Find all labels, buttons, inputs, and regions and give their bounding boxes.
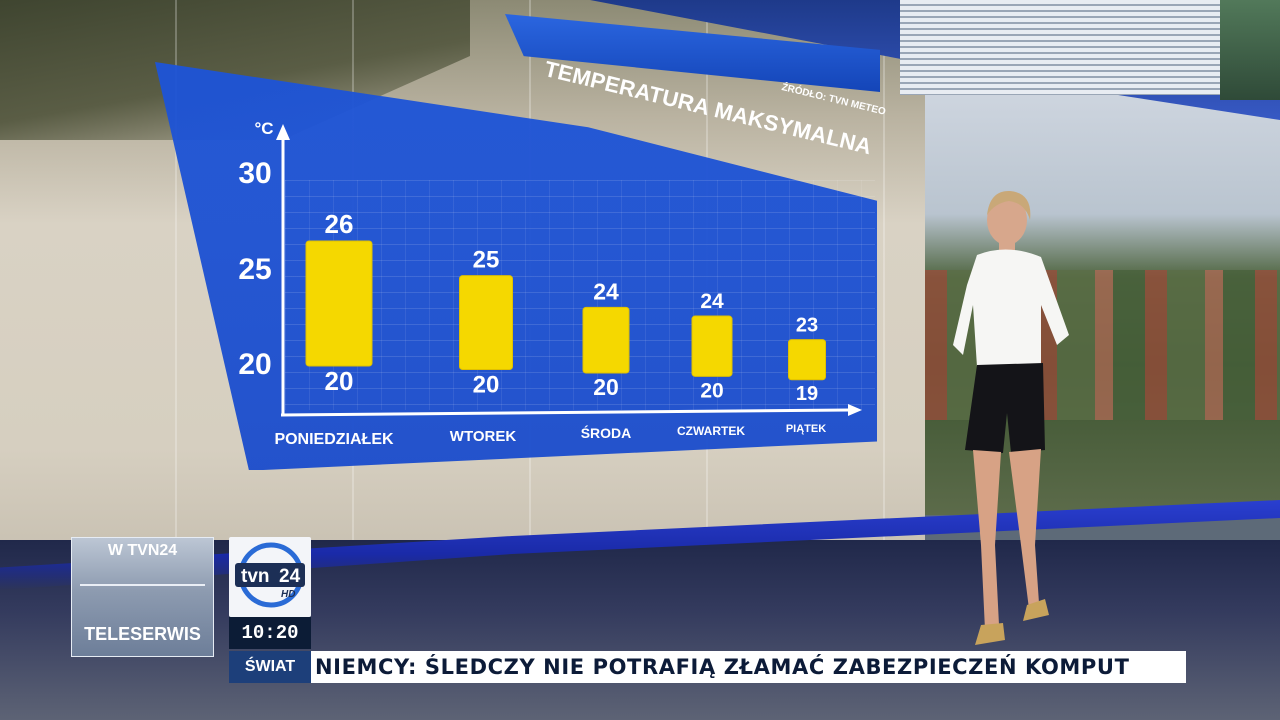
- presenter-blouse: [953, 249, 1069, 367]
- chart-grid: [285, 180, 875, 410]
- bar-5: [788, 339, 826, 381]
- y-tick-20: 20: [238, 348, 271, 381]
- ticker-text: NIEMCY: ŚLEDCZY NIE POTRAFIĄ ZŁAMAĆ ZABE…: [315, 655, 1130, 679]
- teleserwis-heading: W TVN24: [107, 542, 178, 559]
- category-label-1: PONIEDZIAŁEK: [274, 431, 394, 448]
- bar-high-label-3: 24: [593, 278, 619, 304]
- bar-high-label-5: 23: [796, 315, 818, 337]
- y-axis-arrow: [276, 124, 290, 140]
- bar-4: [691, 315, 733, 377]
- category-label-3: ŚRODA: [581, 424, 632, 441]
- presenter: [953, 190, 1069, 645]
- y-axis-unit: °C: [254, 119, 273, 138]
- x-axis-arrow: [848, 404, 862, 416]
- clock: 10:20: [229, 617, 311, 649]
- bar-group: 26 20 PONIEDZIAŁEK 25 20 WTOREK 24 20 ŚRODA 24 20 C…: [274, 209, 826, 448]
- logo-hd-text: HD: [281, 589, 295, 600]
- bar-high-label-1: 26: [325, 209, 354, 239]
- tvn24-logo-graphic: tvn 24 HD: [235, 542, 305, 608]
- studio-window: [1220, 0, 1280, 100]
- bar-low-label-5: 19: [796, 383, 818, 405]
- category-label-5: PIĄTEK: [786, 423, 826, 435]
- teleserwis-label: TELESERWIS: [84, 624, 201, 644]
- presenter-shorts: [965, 363, 1045, 453]
- bar-3: [582, 306, 630, 374]
- y-tick-25: 25: [238, 253, 271, 286]
- bar-low-label-3: 20: [593, 374, 619, 400]
- y-tick-30: 30: [238, 157, 271, 190]
- logo-24-text: 24: [279, 566, 301, 587]
- category-label-4: CZWARTEK: [677, 424, 745, 438]
- window-blinds: [900, 0, 1220, 95]
- tvn24-logo: tvn 24 HD: [229, 537, 311, 617]
- bar-low-label-2: 20: [473, 371, 500, 398]
- presenter-hair: [987, 190, 1031, 220]
- news-ticker: NIEMCY: ŚLEDCZY NIE POTRAFIĄ ZŁAMAĆ ZABE…: [311, 651, 1186, 683]
- bar-low-label-1: 20: [325, 366, 354, 396]
- teleserwis-divider: [80, 584, 205, 586]
- bar-1: [305, 240, 373, 367]
- bar-high-label-2: 25: [473, 247, 500, 274]
- category-label-2: WTOREK: [450, 428, 517, 445]
- news-category: ŚWIAT: [229, 651, 311, 683]
- bar-low-label-4: 20: [700, 379, 723, 402]
- presenter-head: [987, 195, 1027, 245]
- x-axis: [280, 408, 851, 417]
- presenter-legs: [973, 449, 1041, 630]
- bar-2: [459, 275, 513, 370]
- presenter-shoes: [975, 599, 1049, 645]
- logo-tvn-text: tvn: [241, 566, 270, 587]
- bar-high-label-4: 24: [700, 290, 724, 313]
- teleserwis-box: W TVN24 TELESERWIS: [71, 537, 214, 657]
